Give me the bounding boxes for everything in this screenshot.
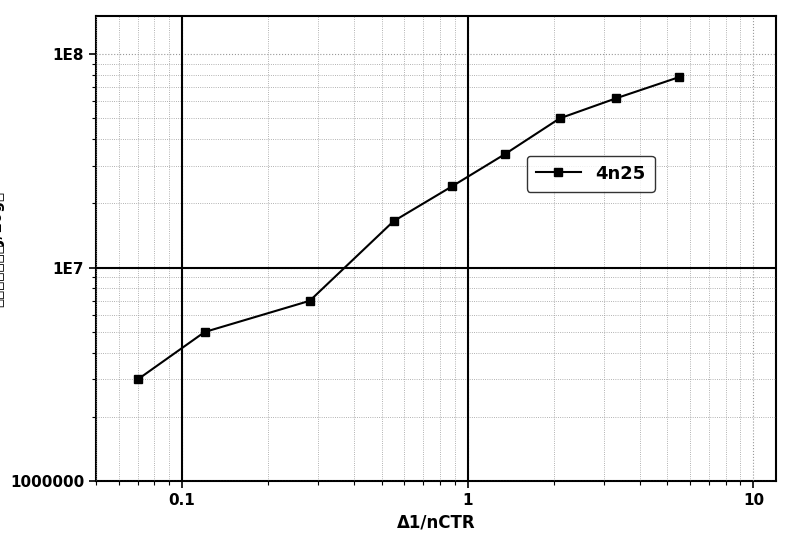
Y-axis label: 位移损伤剂量（J/10g）: 位移损伤剂量（J/10g） bbox=[0, 191, 4, 307]
X-axis label: Δ1/nCTR: Δ1/nCTR bbox=[397, 514, 475, 532]
Legend: 4n25: 4n25 bbox=[526, 156, 654, 191]
4n25 bbox=[133, 376, 142, 383]
4n25 bbox=[500, 151, 510, 158]
4n25 bbox=[389, 218, 398, 224]
4n25 bbox=[305, 298, 314, 304]
4n25 bbox=[200, 329, 210, 335]
4n25 bbox=[447, 183, 457, 190]
4n25 bbox=[611, 95, 621, 102]
Line: 4n25: 4n25 bbox=[134, 73, 683, 383]
4n25 bbox=[555, 115, 565, 121]
4n25 bbox=[674, 74, 684, 80]
